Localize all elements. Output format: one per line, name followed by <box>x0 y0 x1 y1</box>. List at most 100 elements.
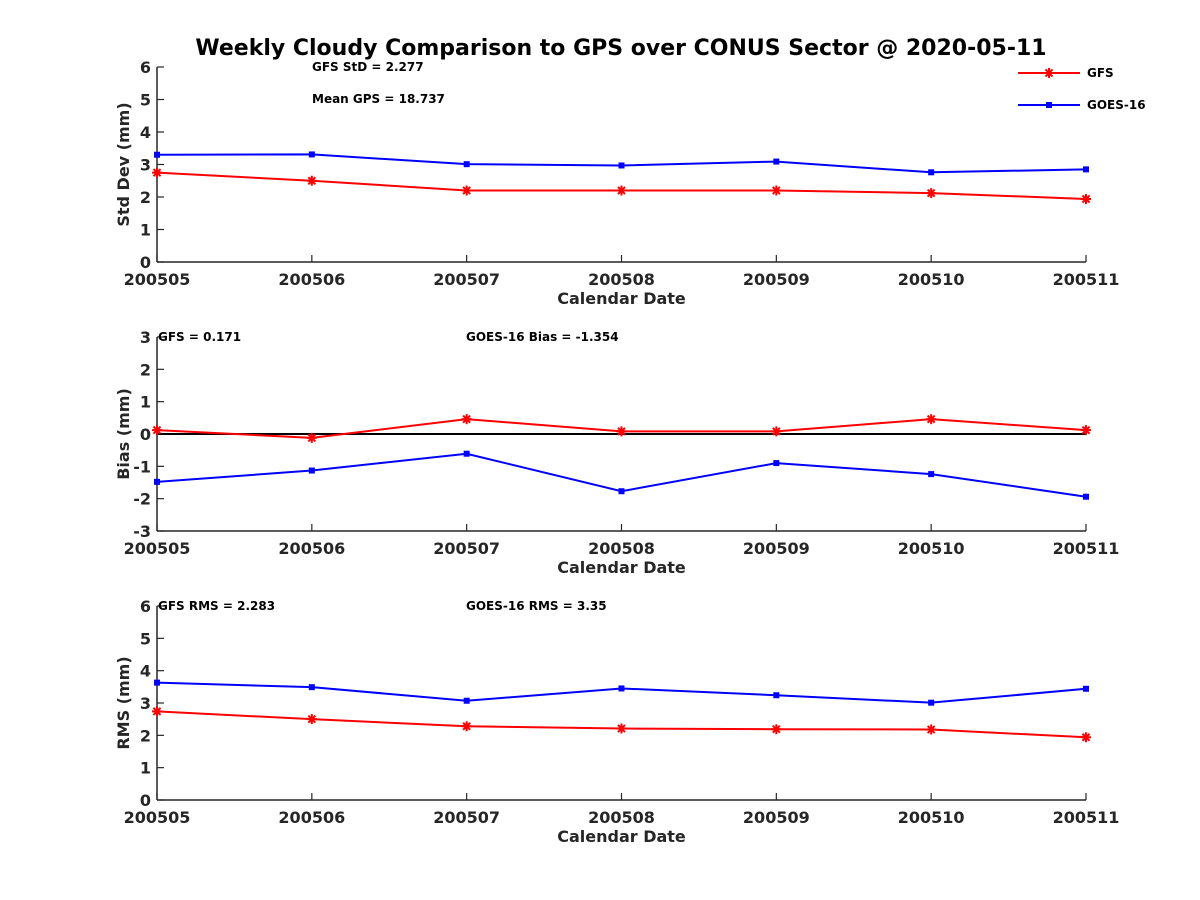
y-tick-label: 5 <box>140 629 151 648</box>
x-tick-label: 200508 <box>588 270 655 289</box>
y-tick-label: 4 <box>140 662 151 681</box>
data-point <box>152 425 162 436</box>
data-point <box>1083 685 1089 692</box>
x-tick-label: 200510 <box>898 808 965 827</box>
panels: 0 1 2 3 4 5 6 200505 200506 200507 200508 200509 200… <box>114 58 1119 846</box>
data-point <box>308 684 315 691</box>
x-axis-label: Calendar Date <box>557 289 686 308</box>
data-point <box>618 488 625 495</box>
y-tick-label: 6 <box>140 58 151 77</box>
y-tick-label: -1 <box>133 457 151 476</box>
data-point <box>461 414 472 425</box>
panel-1: 0 1 2 3 4 5 6 200505 200506 200507 200508 200509 200… <box>114 58 1119 308</box>
annotation: Mean GPS = 18.737 <box>312 92 445 106</box>
y-tick-label: 2 <box>140 188 151 207</box>
x-tick-label: 200506 <box>278 270 345 289</box>
series-gfs <box>152 414 1091 443</box>
series-goes-16 <box>154 151 1089 176</box>
y-tick-label: 3 <box>140 328 151 347</box>
data-point <box>461 721 472 732</box>
series-goes-16 <box>154 450 1089 500</box>
annotation: GOES-16 Bias = -1.354 <box>466 330 619 344</box>
legend-entry: GOES-16 <box>1018 98 1146 112</box>
x-tick-label: 200511 <box>1053 270 1120 289</box>
data-point <box>926 724 937 735</box>
legend-label: GFS <box>1087 66 1114 80</box>
data-point <box>1083 493 1089 500</box>
y-tick-label: 3 <box>140 694 151 713</box>
x-tick-label: 200509 <box>743 808 810 827</box>
x-axis-label: Calendar Date <box>557 827 686 846</box>
data-point <box>618 685 625 692</box>
y-tick-label: 0 <box>140 425 151 444</box>
data-point <box>773 460 780 467</box>
data-point <box>771 185 782 196</box>
data-point <box>308 151 315 158</box>
data-point <box>306 432 317 443</box>
data-point <box>152 706 162 717</box>
data-point <box>928 471 935 478</box>
data-point <box>1083 166 1089 173</box>
data-point <box>152 167 162 178</box>
data-point <box>773 692 780 699</box>
data-point <box>616 185 627 196</box>
data-point <box>461 185 472 196</box>
x-tick-label: 200506 <box>278 808 345 827</box>
x-axis-label: Calendar Date <box>557 558 686 577</box>
y-tick-label: -3 <box>133 522 151 541</box>
x-tick-label: 200507 <box>433 270 500 289</box>
y-tick-label: 4 <box>140 123 151 142</box>
legend: GFS GOES-16 <box>1018 66 1146 112</box>
y-tick-label: 2 <box>140 726 151 745</box>
data-point <box>308 467 315 474</box>
x-tick-label: 200509 <box>743 270 810 289</box>
y-tick-label: 2 <box>140 360 151 379</box>
x-tick-label: 200508 <box>588 808 655 827</box>
data-point <box>154 478 160 485</box>
data-point <box>154 679 160 686</box>
annotation: GFS StD = 2.277 <box>312 60 424 74</box>
data-point <box>463 697 470 704</box>
y-tick-label: 1 <box>140 759 151 778</box>
x-tick-label: 200507 <box>433 808 500 827</box>
panel-3: 0 1 2 3 4 5 6 200505 200506 200507 200508 200509 200… <box>114 597 1119 846</box>
data-point <box>306 714 317 725</box>
x-tick-label: 200507 <box>433 539 500 558</box>
x-tick-label: 200505 <box>124 270 191 289</box>
y-tick-label: 5 <box>140 91 151 110</box>
legend-label: GOES-16 <box>1087 98 1146 112</box>
series-goes-16 <box>154 679 1089 706</box>
data-point <box>928 699 935 706</box>
x-tick-label: 200511 <box>1053 539 1120 558</box>
x-tick-label: 200508 <box>588 539 655 558</box>
data-point <box>926 188 937 199</box>
y-tick-label: 3 <box>140 156 151 175</box>
data-point <box>154 151 160 158</box>
y-tick-label: 1 <box>140 393 151 412</box>
data-point <box>463 450 470 457</box>
data-point <box>928 169 935 176</box>
y-axis-label: Std Dev (mm) <box>114 102 133 226</box>
annotation: GFS RMS = 2.283 <box>158 599 275 613</box>
data-point <box>616 723 627 734</box>
series-gfs <box>152 706 1091 743</box>
annotation: GFS = 0.171 <box>158 330 241 344</box>
x-tick-label: 200509 <box>743 539 810 558</box>
y-axis-label: Bias (mm) <box>114 388 133 480</box>
x-tick-label: 200510 <box>898 539 965 558</box>
chart-title: Weekly Cloudy Comparison to GPS over CON… <box>195 36 1046 61</box>
legend-marker <box>1044 68 1054 78</box>
x-tick-label: 200506 <box>278 539 345 558</box>
y-tick-label: -2 <box>133 490 151 509</box>
data-point <box>1081 193 1091 204</box>
data-point <box>1081 425 1091 436</box>
data-point <box>771 426 782 437</box>
x-tick-label: 200510 <box>898 270 965 289</box>
data-point <box>771 724 782 735</box>
y-tick-label: 6 <box>140 597 151 616</box>
data-point <box>1081 732 1091 743</box>
data-point <box>926 414 937 425</box>
data-point <box>773 158 780 165</box>
